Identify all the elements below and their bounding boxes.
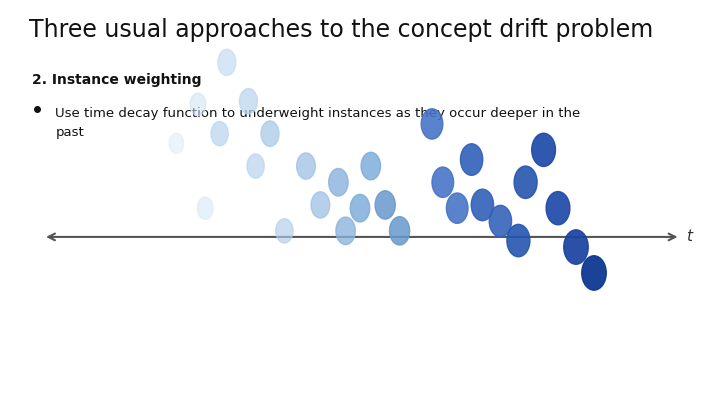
Ellipse shape (531, 133, 556, 166)
Ellipse shape (239, 89, 258, 114)
Ellipse shape (546, 192, 570, 225)
Ellipse shape (421, 109, 443, 139)
Ellipse shape (472, 189, 494, 221)
Ellipse shape (375, 191, 395, 219)
Ellipse shape (390, 217, 410, 245)
Ellipse shape (461, 144, 483, 175)
Ellipse shape (361, 152, 381, 180)
Ellipse shape (507, 224, 530, 257)
Ellipse shape (446, 193, 468, 224)
Ellipse shape (311, 192, 330, 218)
Ellipse shape (297, 153, 315, 179)
Ellipse shape (211, 122, 228, 146)
Ellipse shape (564, 230, 588, 264)
Ellipse shape (328, 168, 348, 196)
Ellipse shape (197, 197, 213, 220)
Ellipse shape (490, 205, 511, 237)
Text: Use time decay function to underweight instances as they occur deeper in the
pas: Use time decay function to underweight i… (55, 107, 581, 139)
Ellipse shape (350, 194, 370, 222)
Ellipse shape (190, 94, 206, 116)
Ellipse shape (218, 49, 236, 76)
Text: 2. Instance weighting: 2. Instance weighting (32, 73, 202, 87)
Text: t: t (686, 229, 692, 245)
Ellipse shape (169, 133, 184, 153)
Text: Three usual approaches to the concept drift problem: Three usual approaches to the concept dr… (29, 18, 653, 42)
Ellipse shape (336, 217, 356, 245)
Ellipse shape (514, 166, 537, 198)
Ellipse shape (432, 167, 454, 198)
Ellipse shape (261, 121, 279, 146)
Ellipse shape (276, 219, 293, 243)
Ellipse shape (582, 256, 606, 290)
Ellipse shape (247, 154, 264, 178)
